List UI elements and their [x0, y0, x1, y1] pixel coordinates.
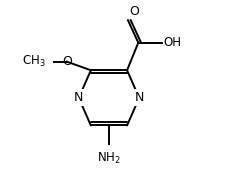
Text: N: N — [74, 91, 83, 104]
Text: NH$_2$: NH$_2$ — [97, 151, 120, 166]
Text: O: O — [128, 6, 138, 19]
Text: N: N — [134, 91, 143, 104]
Text: OH: OH — [163, 36, 180, 49]
Text: CH$_3$: CH$_3$ — [22, 54, 46, 69]
Text: O: O — [61, 55, 71, 68]
